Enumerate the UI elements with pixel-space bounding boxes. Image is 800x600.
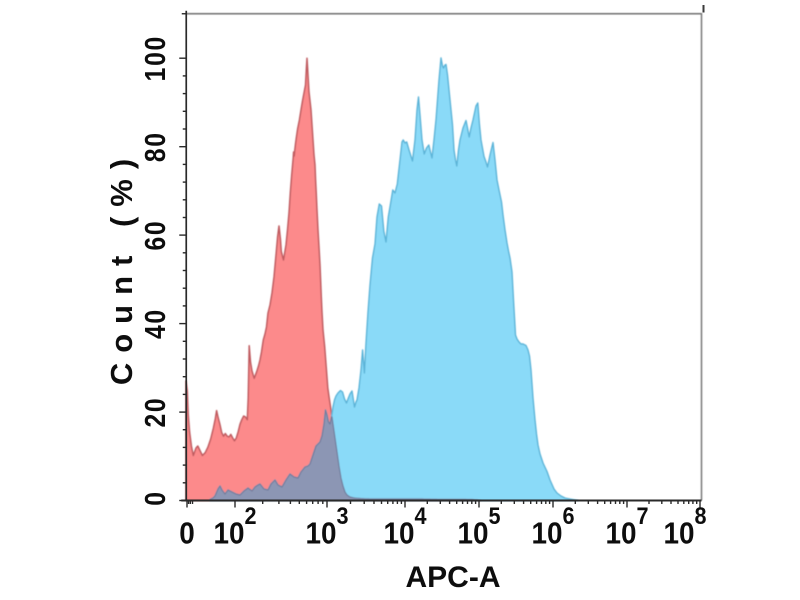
svg-text:60: 60 xyxy=(139,220,171,251)
svg-text:APC-A: APC-A xyxy=(406,561,501,594)
svg-text:80: 80 xyxy=(139,131,171,162)
svg-text:40: 40 xyxy=(139,308,171,339)
svg-text:Count (%): Count (%) xyxy=(104,149,139,385)
svg-text:0: 0 xyxy=(139,490,171,505)
svg-text:20: 20 xyxy=(139,397,171,428)
svg-text:100: 100 xyxy=(139,35,171,81)
svg-text:0: 0 xyxy=(179,516,195,551)
